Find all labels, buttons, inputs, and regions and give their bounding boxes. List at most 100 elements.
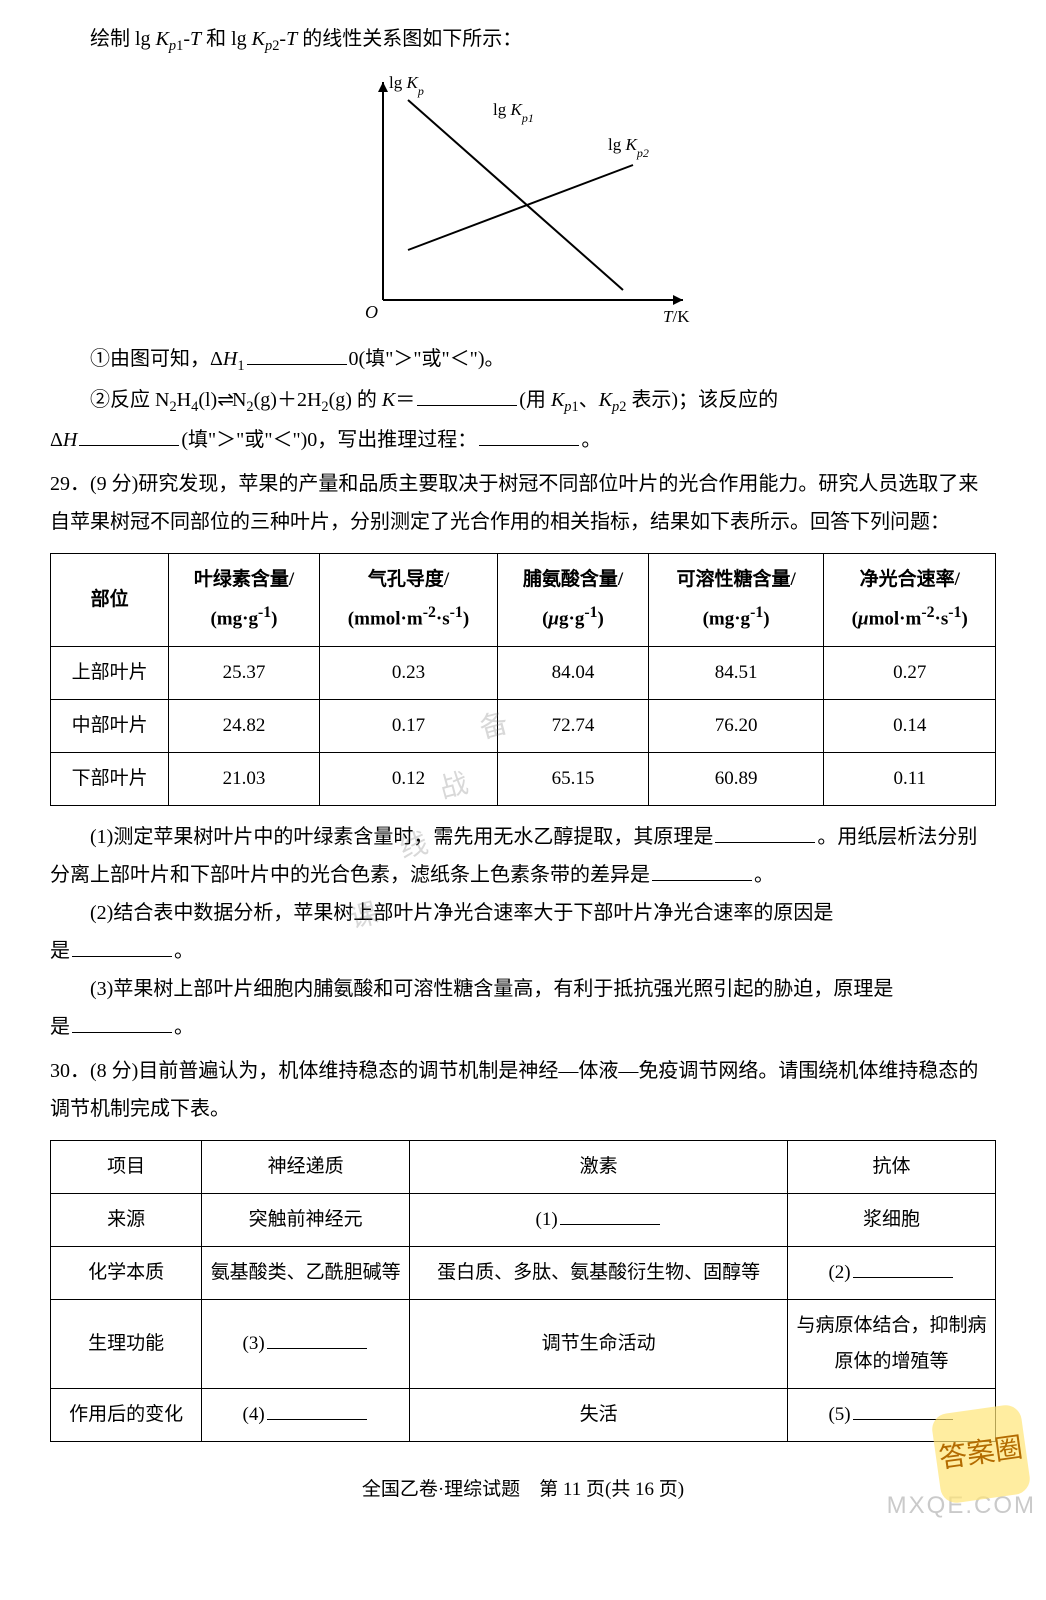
table-cell: 失活 <box>410 1389 788 1442</box>
table-cell: 65.15 <box>498 752 648 805</box>
q29-p1-c: 。 <box>754 864 774 886</box>
svg-text:T/K: T/K <box>663 307 690 326</box>
table-header-cell: 激素 <box>410 1140 788 1193</box>
q29-score: (9 分) <box>90 473 138 495</box>
q29-p2-b: 。 <box>174 940 194 962</box>
table-cell: (3) <box>202 1300 410 1389</box>
table-row: 作用后的变化(4)失活(5) <box>51 1389 996 1442</box>
page-footer: 全国乙卷·理综试题 第 11 页(共 16 页) <box>50 1472 996 1508</box>
table-row: 化学本质氨基酸类、乙酰胆碱等蛋白质、多肽、氨基酸衍生物、固醇等(2) <box>51 1247 996 1300</box>
table-header-row: 项目神经递质激素抗体 <box>51 1140 996 1193</box>
blank-dh1 <box>247 341 347 365</box>
table-cell: 0.14 <box>824 699 996 752</box>
q29-p3-end: 是。 <box>50 1008 996 1046</box>
table-cell: 21.03 <box>169 752 319 805</box>
q29-p1-a: (1)测定苹果树叶片中的叶绿素含量时，需先用无水乙醇提取，其原理是 <box>90 826 713 848</box>
table-row: 上部叶片25.370.2384.0484.510.27 <box>51 646 996 699</box>
table-cell: 来源 <box>51 1193 202 1246</box>
table-cell: 0.23 <box>319 646 498 699</box>
col-sugar: 可溶性糖含量/(mg·g-1) <box>648 554 824 647</box>
table-cell: 84.51 <box>648 646 824 699</box>
q29-number: 29． <box>50 473 90 495</box>
q-sub-2a: ②反应 N2H4(l)⇌N2(g)＋2H2(g) 的 K＝(用 Kp1、Kp2 … <box>50 381 996 421</box>
q-sub-1: ①由图可知，ΔH10(填"＞"或"＜")。 <box>50 340 996 380</box>
watermark-site: MXQE.COM <box>887 1483 1036 1529</box>
intro-paragraph: 绘制 lg Kp1-T 和 lg Kp2-T 的线性关系图如下所示： <box>50 20 996 60</box>
blank <box>853 1255 953 1278</box>
table-cell: (5) <box>788 1389 996 1442</box>
svg-text:lg Kp2: lg Kp2 <box>608 135 649 160</box>
table-cell: 蛋白质、多肽、氨基酸衍生物、固醇等 <box>410 1247 788 1300</box>
blank-process <box>479 422 579 446</box>
table-cell: 调节生命活动 <box>410 1300 788 1389</box>
table-cell: 84.04 <box>498 646 648 699</box>
q29-p2-a: (2)结合表中数据分析，苹果树上部叶片净光合速率大于下部叶片净光合速率的原因是 <box>90 902 833 924</box>
table-cell: 25.37 <box>169 646 319 699</box>
q30-score: (8 分) <box>90 1060 138 1082</box>
table-header-cell: 神经递质 <box>202 1140 410 1193</box>
table-cell: (4) <box>202 1389 410 1442</box>
q30-stem: 30．(8 分)目前普遍认为，机体维持稳态的调节机制是神经—体液—免疫调节网络。… <box>50 1052 996 1128</box>
table-header-cell: 抗体 <box>788 1140 996 1193</box>
q29-p2: (2)结合表中数据分析，苹果树上部叶片净光合速率大于下部叶片净光合速率的原因是 <box>50 894 996 932</box>
lgkp-t-chart: O T/K lg Kp lg Kp1 lg Kp2 <box>323 70 723 330</box>
q29-stem-text: 研究发现，苹果的产量和品质主要取决于树冠不同部位叶片的光合作用能力。研究人员选取… <box>50 473 978 533</box>
q29-p2-end: 是。 <box>50 932 996 970</box>
col-rate: 净光合速率/(μmol·m-2·s-1) <box>824 554 996 647</box>
table-cell: (2) <box>788 1247 996 1300</box>
blank <box>267 1398 367 1421</box>
col-stomatal: 气孔导度/(mmol·m-2·s-1) <box>319 554 498 647</box>
q30-stem-text: 目前普遍认为，机体维持稳态的调节机制是神经—体液—免疫调节网络。请围绕机体维持稳… <box>50 1060 978 1120</box>
table-cell: 0.12 <box>319 752 498 805</box>
q29-p1: (1)测定苹果树叶片中的叶绿素含量时，需先用无水乙醇提取，其原理是。用纸层析法分… <box>50 818 996 894</box>
question-29: 29．(9 分)研究发现，苹果的产量和品质主要取决于树冠不同部位叶片的光合作用能… <box>50 465 996 541</box>
blank <box>267 1326 367 1349</box>
table-row: 来源突触前神经元(1)浆细胞 <box>51 1193 996 1246</box>
table-cell: 76.20 <box>648 699 824 752</box>
blank-dh <box>79 422 179 446</box>
svg-text:lg Kp1: lg Kp1 <box>493 100 534 125</box>
table-cell: 72.74 <box>498 699 648 752</box>
blank-q29-2 <box>72 933 172 957</box>
q30-number: 30． <box>50 1060 90 1082</box>
table-row: 生理功能(3)调节生命活动与病原体结合，抑制病原体的增殖等 <box>51 1300 996 1389</box>
q29-stem: 29．(9 分)研究发现，苹果的产量和品质主要取决于树冠不同部位叶片的光合作用能… <box>50 465 996 541</box>
blank <box>853 1398 953 1421</box>
blank-k <box>417 382 517 406</box>
table-cell: 作用后的变化 <box>51 1389 202 1442</box>
q29-table: 部位 叶绿素含量/(mg·g-1) 气孔导度/(mmol·m-2·s-1) 脯氨… <box>50 553 996 806</box>
table-cell: 上部叶片 <box>51 646 169 699</box>
q29-p3: (3)苹果树上部叶片细胞内脯氨酸和可溶性糖含量高，有利于抵抗强光照引起的胁迫，原… <box>50 970 996 1008</box>
q30-table: 项目神经递质激素抗体来源突触前神经元(1)浆细胞化学本质氨基酸类、乙酰胆碱等蛋白… <box>50 1140 996 1443</box>
col-proline: 脯氨酸含量/(μg·g-1) <box>498 554 648 647</box>
col-part: 部位 <box>51 554 169 647</box>
svg-text:lg Kp: lg Kp <box>389 73 424 98</box>
table-cell: 下部叶片 <box>51 752 169 805</box>
table-cell: 24.82 <box>169 699 319 752</box>
chart-svg: O T/K lg Kp lg Kp1 lg Kp2 <box>323 70 723 330</box>
table-cell: (1) <box>410 1193 788 1246</box>
table-cell: 中部叶片 <box>51 699 169 752</box>
table-row: 中部叶片24.820.1772.7476.200.14 <box>51 699 996 752</box>
table-cell: 与病原体结合，抑制病原体的增殖等 <box>788 1300 996 1389</box>
blank <box>560 1202 660 1225</box>
blank-q29-1b <box>652 857 752 881</box>
blank-q29-3 <box>72 1009 172 1033</box>
table-cell: 0.11 <box>824 752 996 805</box>
table-cell: 0.27 <box>824 646 996 699</box>
blank-q29-1a <box>715 819 815 843</box>
q29-p3-b: 。 <box>174 1016 194 1038</box>
svg-text:O: O <box>365 302 378 322</box>
q-sub-2b: ΔH(填"＞"或"＜")0，写出推理过程：。 <box>50 421 996 459</box>
col-chlorophyll: 叶绿素含量/(mg·g-1) <box>169 554 319 647</box>
table-cell: 浆细胞 <box>788 1193 996 1246</box>
q29-p3-a: (3)苹果树上部叶片细胞内脯氨酸和可溶性糖含量高，有利于抵抗强光照引起的胁迫，原… <box>90 978 893 1000</box>
table-cell: 生理功能 <box>51 1300 202 1389</box>
table-header-row: 部位 叶绿素含量/(mg·g-1) 气孔导度/(mmol·m-2·s-1) 脯氨… <box>51 554 996 647</box>
table-cell: 0.17 <box>319 699 498 752</box>
table-row: 下部叶片21.030.1265.1560.890.11 <box>51 752 996 805</box>
table-cell: 化学本质 <box>51 1247 202 1300</box>
table-header-cell: 项目 <box>51 1140 202 1193</box>
table-cell: 突触前神经元 <box>202 1193 410 1246</box>
table-cell: 氨基酸类、乙酰胆碱等 <box>202 1247 410 1300</box>
